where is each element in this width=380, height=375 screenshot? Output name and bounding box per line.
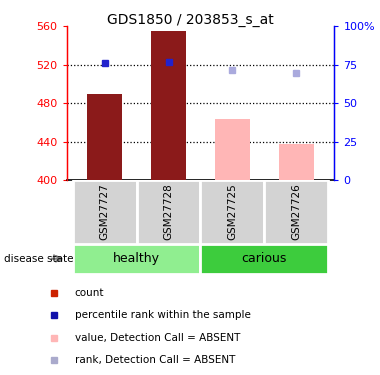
Text: disease state: disease state bbox=[4, 254, 73, 264]
Bar bbox=[137, 180, 201, 244]
Bar bbox=[215, 120, 250, 180]
Bar bbox=[201, 180, 264, 244]
Text: GSM27725: GSM27725 bbox=[227, 183, 238, 240]
Text: value, Detection Call = ABSENT: value, Detection Call = ABSENT bbox=[75, 333, 240, 342]
Text: GSM27728: GSM27728 bbox=[163, 183, 174, 240]
Text: GSM27727: GSM27727 bbox=[100, 183, 110, 240]
Text: GSM27726: GSM27726 bbox=[291, 183, 301, 240]
Bar bbox=[73, 180, 137, 244]
Bar bbox=[151, 31, 186, 180]
Bar bbox=[73, 244, 201, 274]
Bar bbox=[264, 180, 328, 244]
Bar bbox=[87, 93, 122, 180]
Text: count: count bbox=[75, 288, 104, 297]
Text: healthy: healthy bbox=[113, 252, 160, 265]
Text: GDS1850 / 203853_s_at: GDS1850 / 203853_s_at bbox=[107, 13, 273, 27]
Bar bbox=[279, 144, 314, 180]
Text: carious: carious bbox=[242, 252, 287, 265]
Bar bbox=[201, 244, 328, 274]
Text: rank, Detection Call = ABSENT: rank, Detection Call = ABSENT bbox=[75, 355, 235, 365]
Text: percentile rank within the sample: percentile rank within the sample bbox=[75, 310, 251, 320]
